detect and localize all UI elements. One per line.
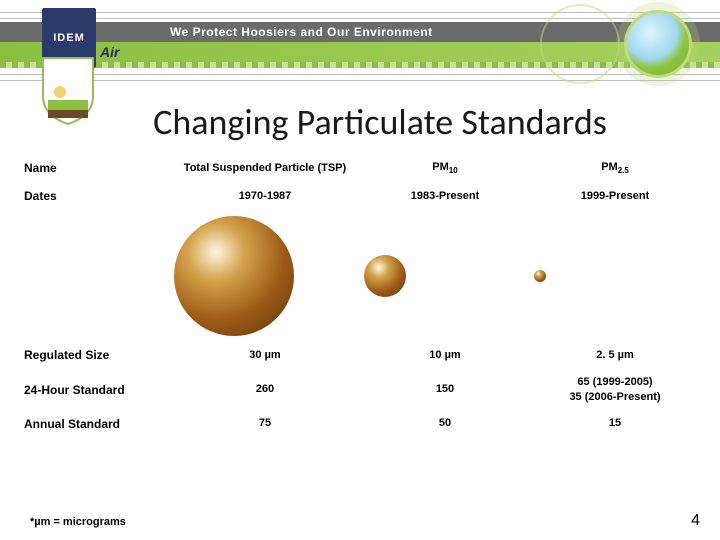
col-header-tsp: Total Suspended Particle (TSP) bbox=[170, 155, 360, 182]
row-label-24h: 24-Hour Standard bbox=[20, 377, 170, 403]
particle-sphere-pm10 bbox=[364, 255, 406, 297]
cell-dates: 1999-Present bbox=[530, 183, 700, 210]
banner-rule bbox=[0, 80, 720, 81]
banner-subline: Air bbox=[100, 42, 119, 62]
col-header-pm25: PM2.5 bbox=[530, 154, 700, 183]
banner-rule bbox=[0, 12, 720, 13]
footnote: *µm = micrograms bbox=[30, 516, 126, 528]
col-name: PM bbox=[432, 161, 449, 173]
banner-tagline: We Protect Hoosiers and Our Environment bbox=[170, 22, 433, 42]
particle-sphere-pm25 bbox=[534, 270, 546, 282]
col-name-sub: 2.5 bbox=[618, 166, 629, 175]
cell-annual: 75 bbox=[170, 410, 360, 437]
cell-size: 30 µm bbox=[170, 342, 360, 369]
cell-dates: 1983-Present bbox=[360, 183, 530, 210]
cell-size: 10 µm bbox=[360, 342, 530, 369]
banner-rule bbox=[0, 18, 720, 19]
page-title: Changing Particulate Standards bbox=[0, 100, 720, 144]
banner-rule bbox=[0, 74, 720, 75]
col-name: PM bbox=[601, 161, 618, 173]
row-label-dates: Dates bbox=[20, 183, 170, 209]
cell-annual: 15 bbox=[530, 410, 700, 437]
state-shield-icon bbox=[38, 56, 98, 126]
row-label-name: Name bbox=[20, 155, 170, 181]
cell-annual: 50 bbox=[360, 410, 530, 437]
decor-ring bbox=[540, 4, 620, 84]
header-banner: IDEM We Protect Hoosiers and Our Environ… bbox=[0, 0, 720, 90]
cell-24h: 65 (1999-2005) 35 (2006-Present) bbox=[530, 369, 700, 411]
page-number: 4 bbox=[691, 512, 700, 530]
globe-icon bbox=[624, 10, 692, 78]
cell-size: 2. 5 µm bbox=[530, 342, 700, 369]
col-name-sub: 10 bbox=[449, 166, 458, 175]
cell-24h: 260 bbox=[170, 376, 360, 403]
standards-table: Name Total Suspended Particle (TSP) PM10… bbox=[20, 154, 700, 437]
sphere-cell bbox=[170, 210, 360, 342]
col-name: Total Suspended Particle (TSP) bbox=[184, 162, 346, 174]
sphere-cell bbox=[530, 264, 700, 288]
particle-sphere-tsp bbox=[174, 216, 294, 336]
row-label-visual bbox=[20, 270, 170, 282]
sphere-cell bbox=[360, 249, 530, 303]
row-label-annual: Annual Standard bbox=[20, 411, 170, 437]
cell-24h: 150 bbox=[360, 376, 530, 403]
row-label-size: Regulated Size bbox=[20, 342, 170, 368]
org-label: IDEM bbox=[53, 32, 85, 44]
cell-dates: 1970-1987 bbox=[170, 183, 360, 210]
col-header-pm10: PM10 bbox=[360, 154, 530, 183]
